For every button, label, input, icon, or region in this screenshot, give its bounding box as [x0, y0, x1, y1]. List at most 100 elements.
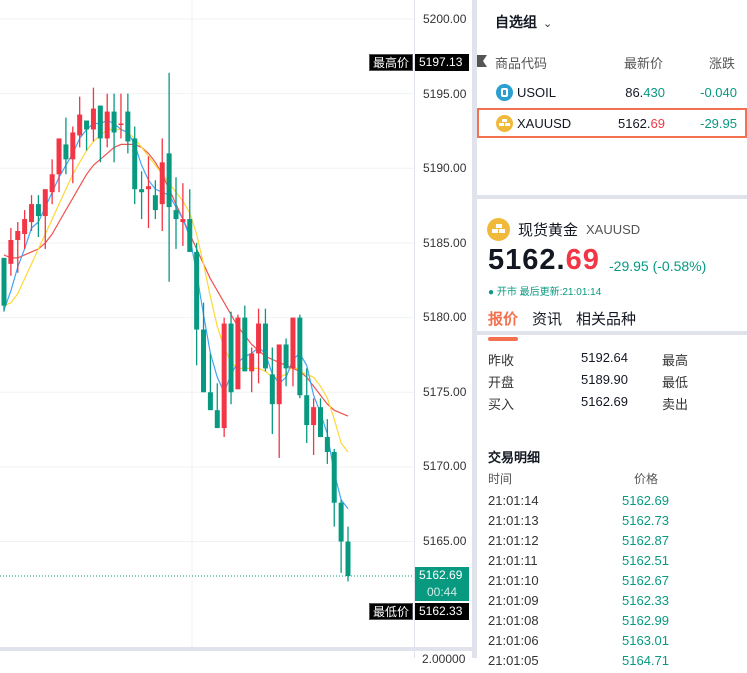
candle[interactable]	[166, 72, 172, 282]
axis-tick: 5185.00	[423, 236, 467, 250]
candle[interactable]	[269, 347, 275, 435]
trade-row: 21:01:06 5163.01	[477, 633, 747, 653]
trade-time: 21:01:05	[488, 653, 539, 668]
pane-separator[interactable]	[0, 647, 472, 651]
low-price-tag: 5162.33	[415, 603, 469, 620]
candle[interactable]	[56, 138, 62, 193]
candle[interactable]	[228, 311, 234, 405]
candle[interactable]	[187, 189, 193, 252]
axis-tick: 5200.00	[423, 12, 467, 26]
candle[interactable]	[1, 257, 7, 312]
right-panel: 自选组 ⌄ 商品代码 最新价 涨跌 USOIL 86.430 -0.040 XAU…	[477, 0, 747, 668]
candlestick-chart[interactable]	[0, 0, 414, 658]
candle[interactable]	[331, 448, 337, 527]
trade-time: 21:01:10	[488, 573, 539, 588]
candle[interactable]	[70, 126, 76, 184]
trade-time: 21:01:14	[488, 493, 539, 508]
indicator-axis-tick: 2.00000	[422, 652, 466, 666]
panel-splitter[interactable]	[472, 0, 477, 658]
trade-row: 21:01:13 5162.73	[477, 513, 747, 533]
trade-price: 5162.67	[622, 573, 669, 588]
detail-tabs: 报价 资讯 相关品种	[488, 308, 637, 341]
candle[interactable]	[262, 308, 268, 372]
candle[interactable]	[194, 242, 200, 366]
candle[interactable]	[42, 189, 48, 249]
price-change: -0.040	[700, 85, 737, 100]
col-header-change[interactable]: 涨跌	[709, 56, 736, 71]
high-price-tag: 5197.13	[415, 54, 469, 71]
candle[interactable]	[242, 305, 248, 372]
chart-canvas[interactable]	[0, 0, 414, 647]
candle[interactable]	[311, 398, 317, 455]
symbol-code: XAUUSD	[586, 222, 641, 237]
candle[interactable]	[49, 159, 55, 205]
stat-label-bid: 买入	[488, 397, 515, 412]
trade-col-time: 时间	[488, 472, 513, 486]
candle[interactable]	[118, 93, 124, 139]
candle[interactable]	[345, 526, 351, 582]
candle[interactable]	[207, 353, 213, 411]
candle[interactable]	[22, 210, 28, 249]
high-price-name-tag: 最高价	[369, 54, 414, 71]
candle[interactable]	[235, 314, 241, 390]
trade-price: 5164.71	[622, 653, 669, 668]
candle[interactable]	[84, 120, 90, 151]
candle[interactable]	[90, 87, 96, 142]
col-header-last[interactable]: 最新价	[624, 56, 664, 71]
watchlist-group-dropdown[interactable]: 自选组 ⌄	[495, 12, 552, 32]
candle[interactable]	[297, 314, 303, 399]
candle[interactable]	[104, 93, 110, 148]
axis-tick: 5175.00	[423, 385, 467, 399]
watchlist-row-usoil[interactable]: USOIL 86.430 -0.040	[477, 78, 747, 108]
candle[interactable]	[15, 222, 21, 273]
tab-related[interactable]: 相关品种	[576, 311, 637, 328]
candle[interactable]	[304, 368, 310, 444]
candle[interactable]	[317, 398, 323, 438]
candle[interactable]	[159, 138, 165, 232]
candle[interactable]	[29, 195, 35, 232]
candle[interactable]	[97, 105, 103, 163]
candle[interactable]	[276, 344, 282, 458]
watchlist-row-xauusd[interactable]: XAUUSD 5162.69 -29.95	[477, 108, 747, 138]
trade-time: 21:01:09	[488, 593, 539, 608]
candle[interactable]	[152, 180, 158, 220]
price-dec: 69	[565, 244, 600, 276]
candle[interactable]	[214, 383, 220, 429]
candle[interactable]	[63, 117, 69, 175]
candle[interactable]	[132, 126, 138, 205]
candle[interactable]	[180, 183, 186, 246]
candle[interactable]	[125, 93, 131, 154]
trade-price: 5162.73	[622, 513, 669, 528]
tab-quote[interactable]: 报价	[488, 308, 519, 341]
current-price: 5162.69	[488, 244, 600, 277]
candle[interactable]	[201, 302, 207, 393]
candle[interactable]	[256, 308, 262, 384]
trade-time: 21:01:11	[488, 553, 538, 568]
tab-news[interactable]: 资讯	[532, 311, 563, 328]
candle[interactable]	[290, 317, 296, 387]
candle[interactable]	[35, 195, 41, 237]
stat-label-low: 最低	[662, 375, 689, 390]
candle[interactable]	[283, 338, 289, 387]
price-axis[interactable]: 5200.00 5195.00 5190.00 5185.00 5180.00 …	[414, 0, 472, 658]
candle[interactable]	[77, 96, 83, 148]
flag-icon[interactable]	[477, 55, 487, 67]
countdown-tag: 00:44	[415, 584, 469, 601]
last-price-tag: 5162.69	[415, 567, 469, 584]
candle[interactable]	[173, 177, 179, 249]
candle[interactable]	[338, 499, 344, 573]
candle[interactable]	[111, 93, 117, 163]
axis-tick: 5165.00	[423, 534, 467, 548]
stat-value-open: 5189.90	[581, 372, 628, 387]
candle[interactable]	[8, 228, 14, 276]
trade-price: 5162.51	[622, 553, 669, 568]
col-header-symbol[interactable]: 商品代码	[495, 56, 548, 71]
candle[interactable]	[145, 156, 151, 229]
candle[interactable]	[324, 419, 330, 464]
symbol-name: XAUUSD	[517, 116, 572, 131]
candle[interactable]	[139, 171, 145, 220]
candle[interactable]	[249, 347, 255, 393]
price-change: -29.95	[700, 116, 737, 131]
panel-separator[interactable]	[477, 195, 747, 199]
candle[interactable]	[221, 317, 227, 438]
